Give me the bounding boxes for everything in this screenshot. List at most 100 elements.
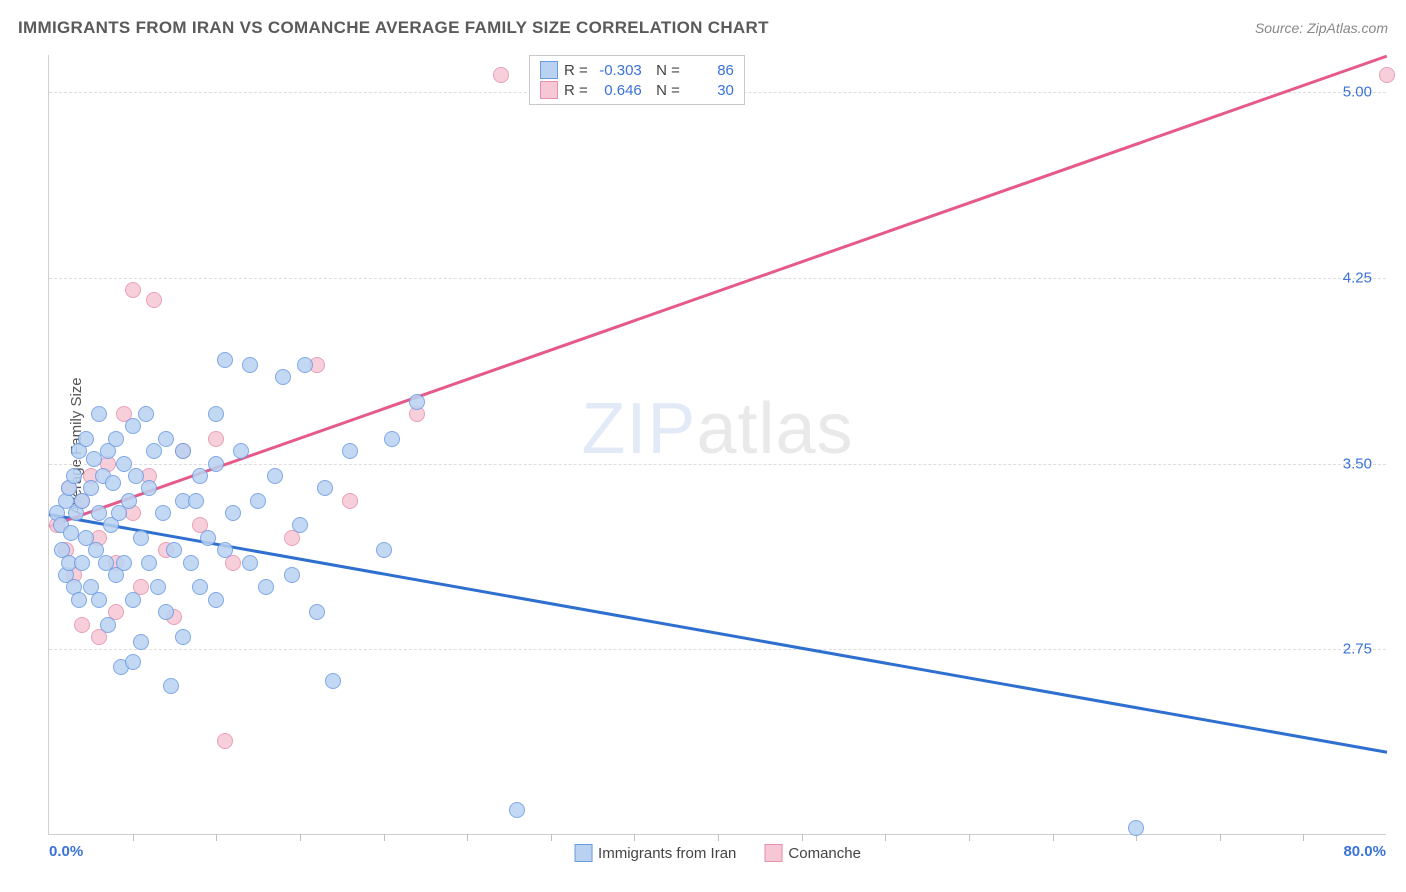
data-point-iran (267, 468, 283, 484)
data-point-iran (175, 629, 191, 645)
data-point-iran (275, 369, 291, 385)
data-point-iran (125, 654, 141, 670)
data-point-comanche (342, 493, 358, 509)
data-point-iran (208, 406, 224, 422)
data-point-iran (175, 443, 191, 459)
data-point-iran (409, 394, 425, 410)
data-point-iran (376, 542, 392, 558)
data-point-iran (242, 357, 258, 373)
gridline (49, 278, 1386, 279)
data-point-iran (91, 592, 107, 608)
data-point-iran (309, 604, 325, 620)
data-point-iran (158, 604, 174, 620)
x-tick (1053, 834, 1054, 841)
x-tick (634, 834, 635, 841)
data-point-iran (183, 555, 199, 571)
data-point-iran (121, 493, 137, 509)
data-point-iran (141, 555, 157, 571)
data-point-iran (108, 431, 124, 447)
data-point-iran (325, 673, 341, 689)
gridline (49, 649, 1386, 650)
data-point-iran (250, 493, 266, 509)
data-point-iran (188, 493, 204, 509)
data-point-iran (342, 443, 358, 459)
data-point-comanche (217, 733, 233, 749)
series-legend: Immigrants from Iran Comanche (574, 844, 861, 862)
swatch-comanche (540, 81, 558, 99)
data-point-iran (105, 475, 121, 491)
x-tick (718, 834, 719, 841)
data-point-iran (509, 802, 525, 818)
data-point-iran (208, 592, 224, 608)
data-point-comanche (146, 292, 162, 308)
trendline-iran (49, 513, 1387, 753)
data-point-iran (217, 542, 233, 558)
x-tick (133, 834, 134, 841)
data-point-iran (71, 592, 87, 608)
x-tick (885, 834, 886, 841)
y-tick-label: 5.00 (1343, 84, 1372, 101)
data-point-comanche (74, 617, 90, 633)
y-tick-label: 4.25 (1343, 269, 1372, 286)
data-point-iran (66, 468, 82, 484)
watermark: ZIPatlas (581, 388, 853, 470)
scatter-plot-area: ZIPatlas R = -0.303 N = 86 R = 0.646 N =… (48, 55, 1386, 835)
data-point-comanche (125, 282, 141, 298)
data-point-iran (192, 579, 208, 595)
x-tick (551, 834, 552, 841)
gridline (49, 464, 1386, 465)
data-point-iran (100, 617, 116, 633)
data-point-iran (133, 634, 149, 650)
data-point-iran (163, 678, 179, 694)
data-point-iran (128, 468, 144, 484)
x-tick (1220, 834, 1221, 841)
data-point-iran (83, 480, 99, 496)
chart-title: IMMIGRANTS FROM IRAN VS COMANCHE AVERAGE… (18, 18, 769, 38)
data-point-iran (138, 406, 154, 422)
data-point-iran (217, 352, 233, 368)
data-point-iran (1128, 820, 1144, 836)
data-point-iran (166, 542, 182, 558)
data-point-comanche (208, 431, 224, 447)
data-point-iran (116, 555, 132, 571)
data-point-iran (317, 480, 333, 496)
swatch-iran-icon (574, 844, 592, 862)
data-point-iran (155, 505, 171, 521)
data-point-iran (91, 406, 107, 422)
data-point-iran (242, 555, 258, 571)
data-point-iran (284, 567, 300, 583)
data-point-iran (78, 431, 94, 447)
x-tick (1303, 834, 1304, 841)
y-tick-label: 2.75 (1343, 641, 1372, 658)
legend-row-comanche: R = 0.646 N = 30 (540, 80, 734, 100)
x-tick (969, 834, 970, 841)
legend-item-comanche: Comanche (764, 844, 861, 862)
legend-row-iran: R = -0.303 N = 86 (540, 60, 734, 80)
swatch-comanche-icon (764, 844, 782, 862)
x-tick (384, 834, 385, 841)
data-point-iran (133, 530, 149, 546)
x-tick (467, 834, 468, 841)
source-label: Source: ZipAtlas.com (1255, 20, 1388, 36)
data-point-iran (125, 418, 141, 434)
trendline-comanche (49, 55, 1388, 528)
data-point-iran (150, 579, 166, 595)
data-point-iran (125, 592, 141, 608)
data-point-iran (258, 579, 274, 595)
data-point-iran (63, 525, 79, 541)
data-point-comanche (1379, 67, 1395, 83)
x-tick (216, 834, 217, 841)
data-point-iran (158, 431, 174, 447)
x-axis-max-label: 80.0% (1343, 843, 1386, 860)
data-point-iran (384, 431, 400, 447)
data-point-iran (208, 456, 224, 472)
correlation-legend: R = -0.303 N = 86 R = 0.646 N = 30 (529, 55, 745, 105)
data-point-iran (292, 517, 308, 533)
data-point-comanche (493, 67, 509, 83)
data-point-iran (233, 443, 249, 459)
swatch-iran (540, 61, 558, 79)
y-tick-label: 3.50 (1343, 455, 1372, 472)
data-point-iran (192, 468, 208, 484)
data-point-iran (297, 357, 313, 373)
x-axis-min-label: 0.0% (49, 843, 83, 860)
